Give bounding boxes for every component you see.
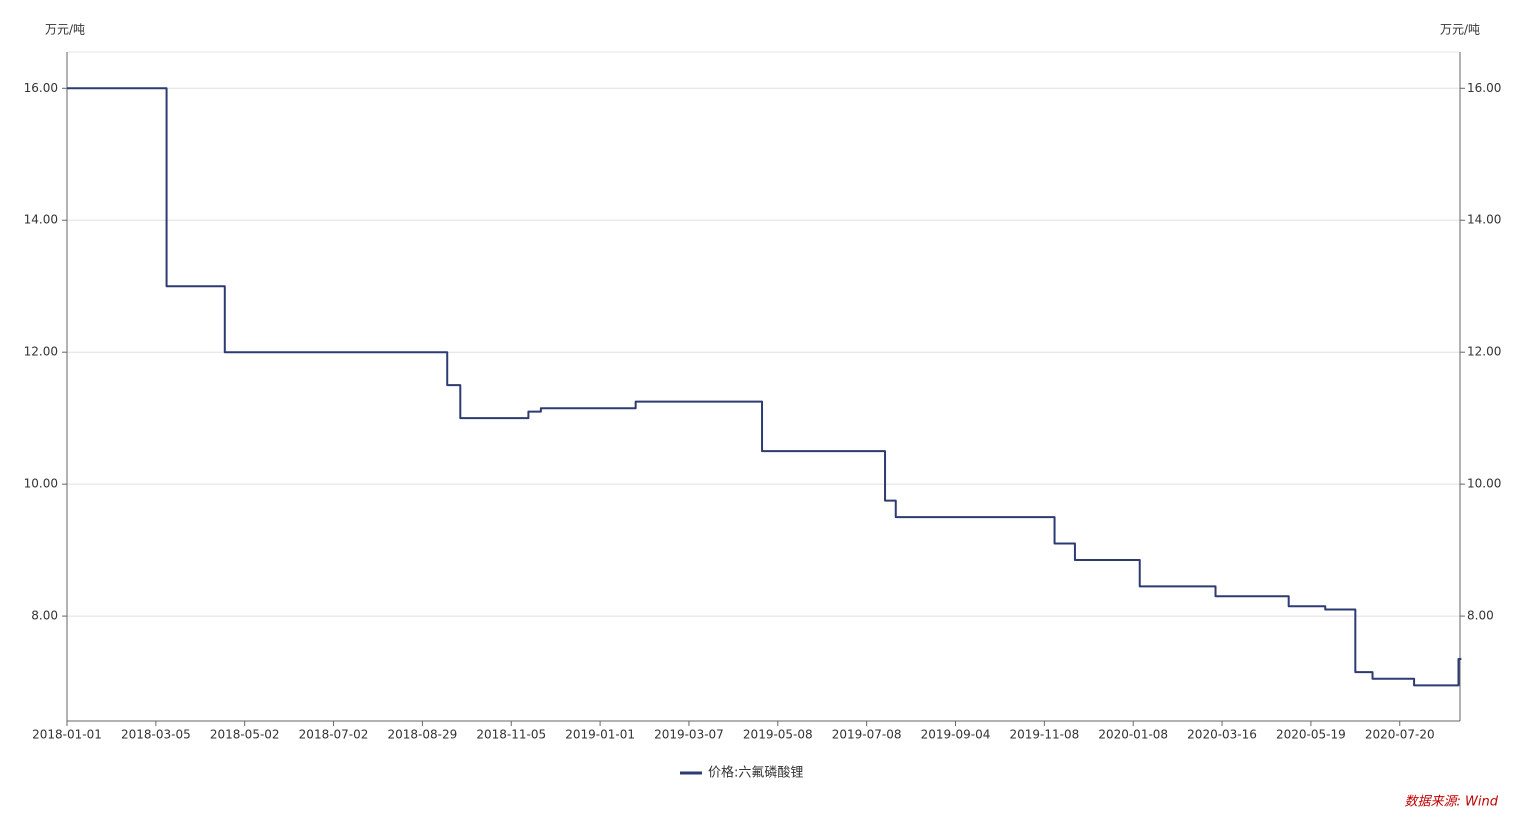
x-tick-label: 2018-01-01 [32, 728, 102, 742]
y-tick-label: 16.00 [24, 81, 58, 95]
x-tick-label: 2020-05-19 [1276, 728, 1346, 742]
x-tick-label: 2019-03-07 [654, 728, 724, 742]
x-tick-label: 2018-05-02 [210, 728, 280, 742]
x-tick-label: 2020-03-16 [1187, 728, 1257, 742]
y2-tick-label: 14.00 [1467, 213, 1501, 227]
x-tick-label: 2018-11-05 [476, 728, 546, 742]
legend-label: 价格:六氟磷酸锂 [708, 765, 803, 781]
y-tick-label: 12.00 [24, 345, 58, 359]
y-tick-label: 8.00 [31, 609, 58, 623]
y2-tick-label: 16.00 [1467, 81, 1501, 95]
x-tick-label: 2018-08-29 [388, 728, 458, 742]
x-tick-label: 2019-05-08 [743, 728, 813, 742]
x-tick-label: 2018-03-05 [121, 728, 191, 742]
y-tick-label: 14.00 [24, 213, 58, 227]
x-tick-label: 2020-01-08 [1098, 728, 1168, 742]
price-line [67, 87, 1462, 687]
y2-tick-label: 12.00 [1467, 345, 1501, 359]
y-tick-label: 10.00 [24, 477, 58, 491]
x-tick-label: 2020-07-20 [1365, 728, 1435, 742]
y2-tick-label: 10.00 [1467, 477, 1501, 491]
source: 数据来源: Wind [1405, 795, 1499, 810]
x-tick-label: 2019-01-01 [565, 728, 635, 742]
y-axis-unit: 万元/吨 [45, 23, 85, 37]
x-tick-label: 2019-09-04 [921, 728, 991, 742]
y2-axis-unit: 万元/吨 [1440, 23, 1480, 37]
x-tick-label: 2019-11-08 [1009, 728, 1079, 742]
x-tick-label: 2019-07-08 [832, 728, 902, 742]
y2-tick-label: 8.00 [1467, 609, 1494, 623]
x-tick-label: 2018-07-02 [299, 728, 369, 742]
